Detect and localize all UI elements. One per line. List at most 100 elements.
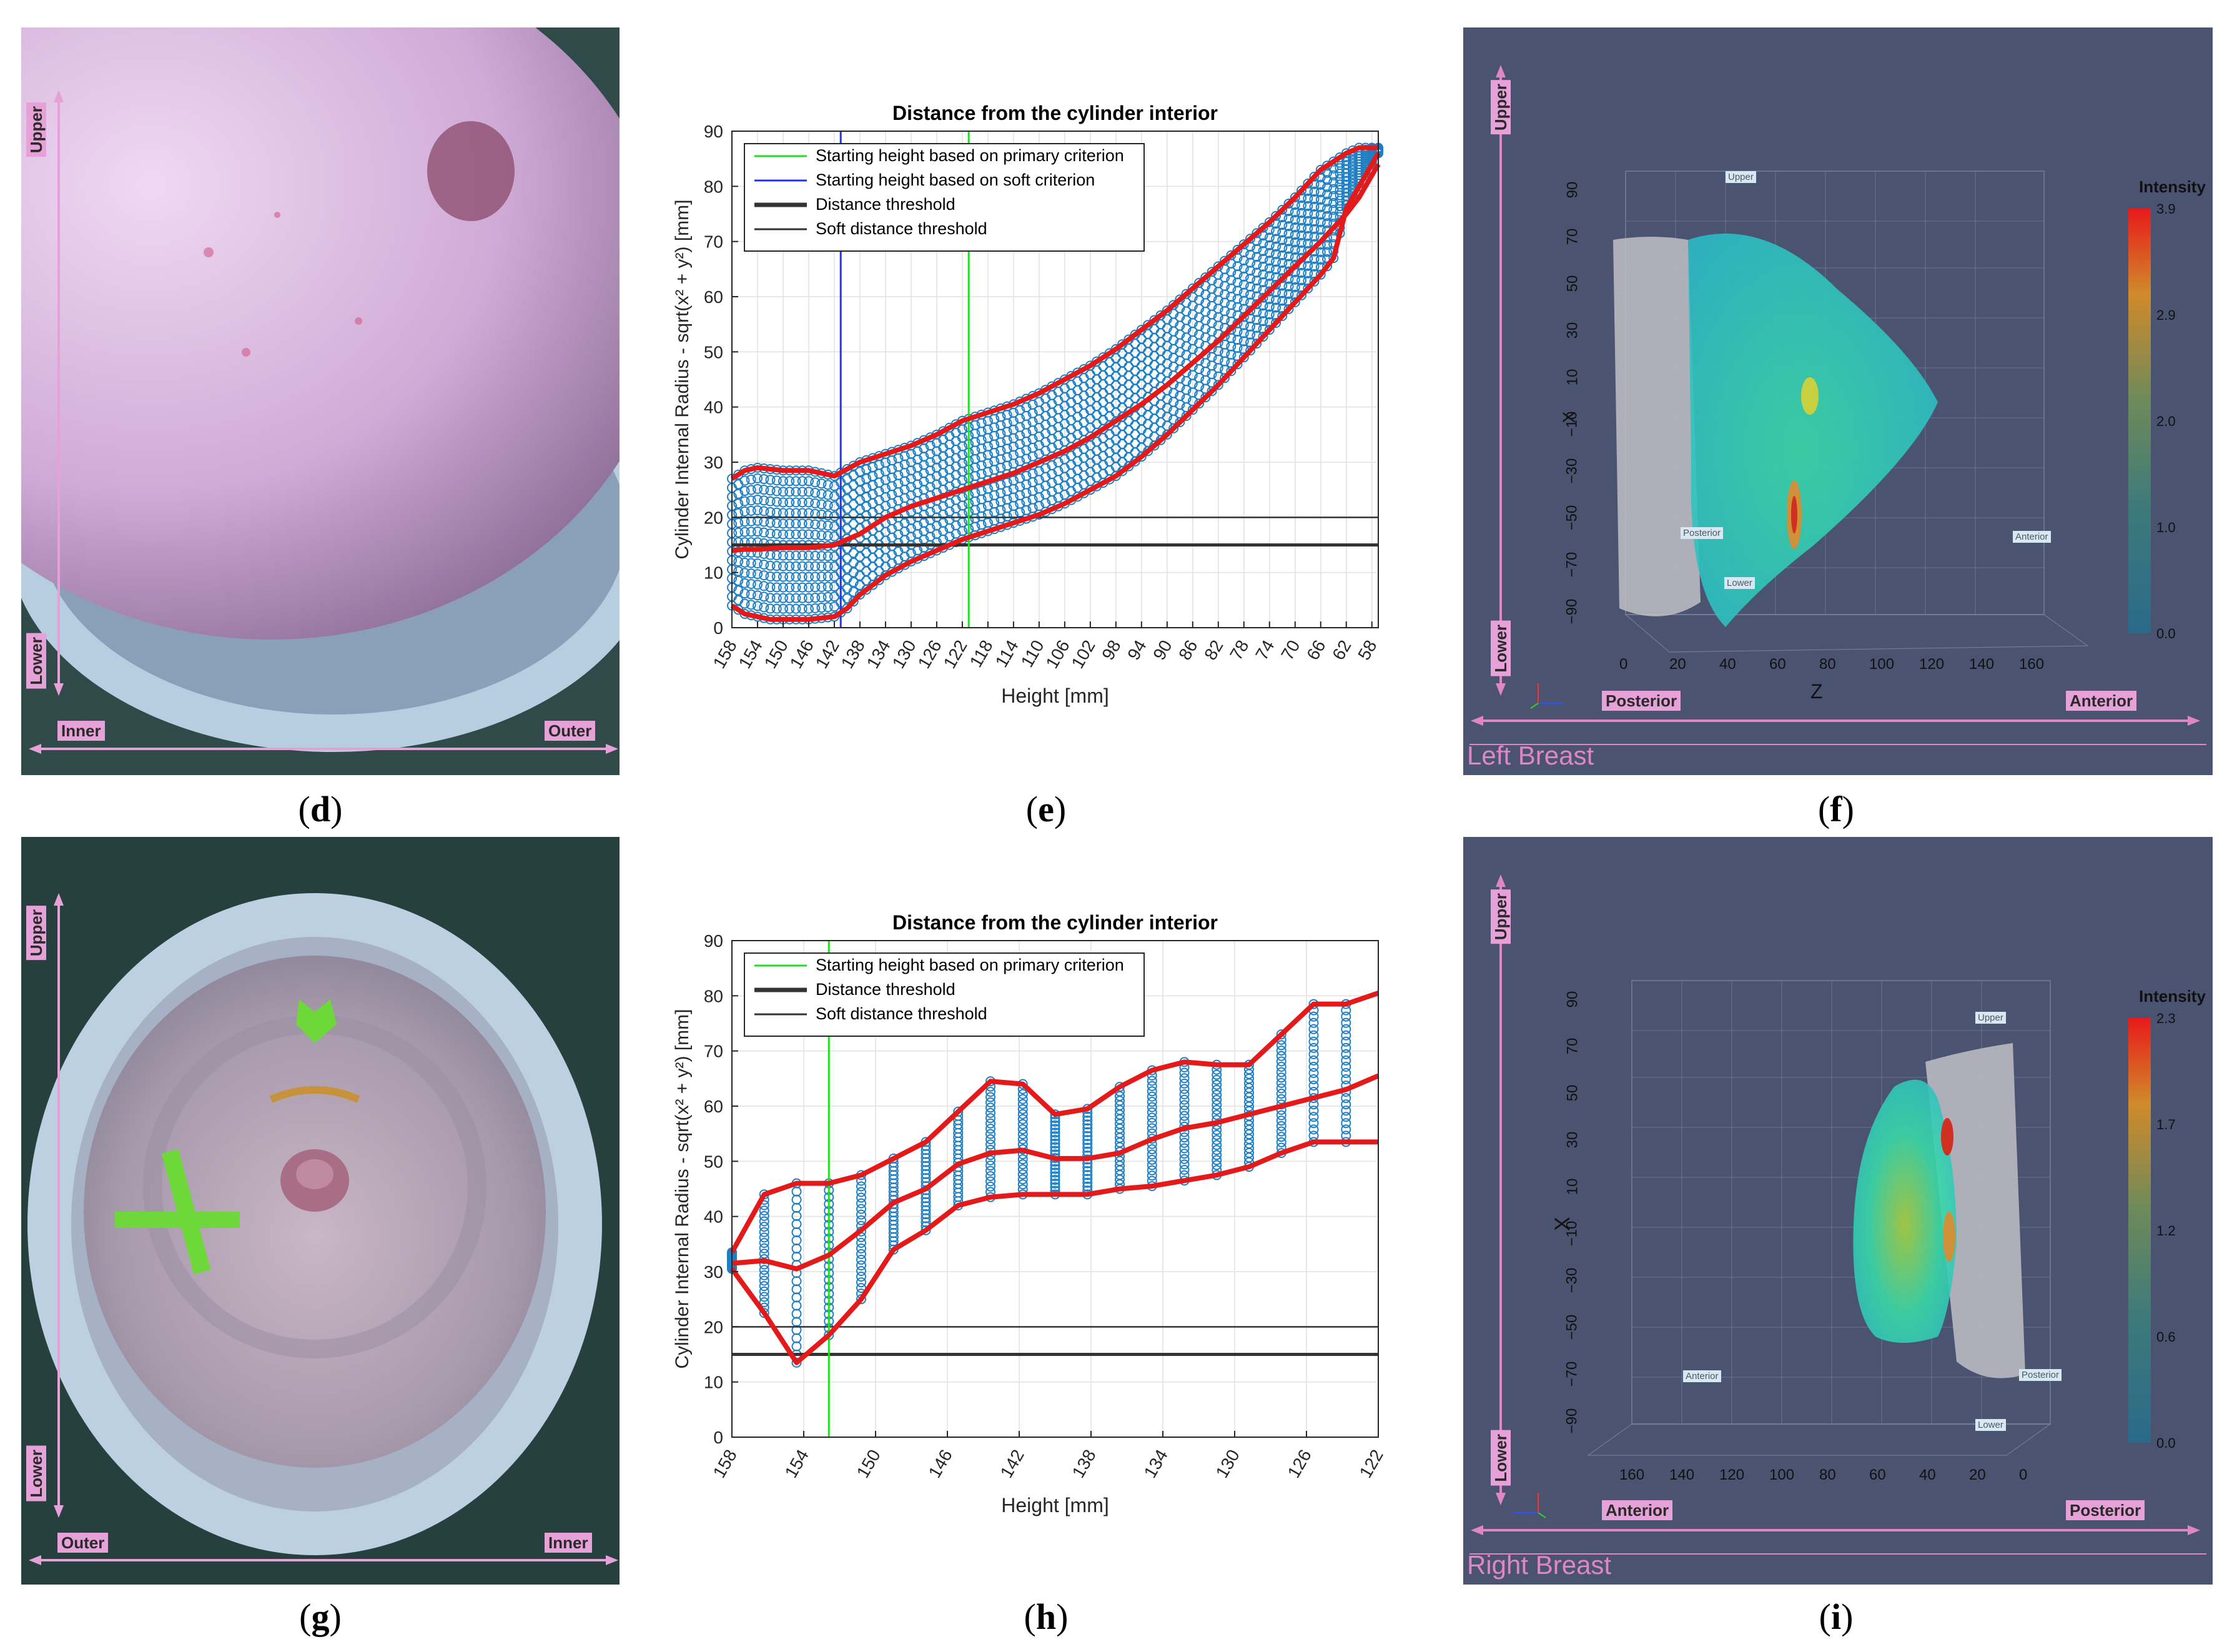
data-point: [739, 527, 750, 537]
data-point: [1303, 208, 1313, 219]
data-point: [842, 523, 852, 534]
data-point: [1322, 175, 1333, 185]
data-point: [1017, 1154, 1028, 1165]
data-point: [921, 1217, 931, 1227]
x-tick-label: 82: [1200, 637, 1227, 663]
data-point: [1341, 1036, 1351, 1047]
data-point: [1212, 1099, 1222, 1110]
colorbar-tick-label: 2.9: [2156, 307, 2176, 323]
data-point: [733, 498, 744, 509]
data-point: [1271, 241, 1281, 252]
data-point: [1296, 275, 1307, 285]
data-point: [816, 581, 827, 592]
data-point: [765, 485, 776, 496]
x-tick-label: −70: [1563, 551, 1581, 578]
data-point: [1252, 228, 1262, 239]
colorbar-tick-label: 1.2: [2156, 1223, 2176, 1239]
data-point: [1303, 283, 1313, 294]
data-point: [1245, 257, 1256, 268]
data-point: [784, 518, 795, 529]
data-point: [816, 488, 827, 499]
data-point: [1277, 220, 1288, 230]
data-point: [1276, 1061, 1286, 1072]
data-point: [1308, 1074, 1319, 1085]
data-point: [1212, 1145, 1222, 1155]
chart-title: Distance from the cylinder interior: [892, 911, 1218, 934]
data-point: [759, 1222, 769, 1232]
data-point: [1179, 1137, 1190, 1148]
data-point: [921, 1165, 931, 1175]
colorbar-tick-label: 0.0: [2156, 1435, 2176, 1451]
data-point: [1303, 193, 1313, 204]
x-tick-label: 138: [1069, 1447, 1100, 1481]
y-tick-label: 10: [704, 1373, 723, 1392]
data-point: [1315, 179, 1326, 190]
data-point: [1147, 1086, 1157, 1097]
data-point: [1017, 1104, 1028, 1114]
data-point: [822, 480, 833, 490]
caption-h: (h): [1024, 1596, 1069, 1637]
data-point: [1258, 316, 1268, 327]
data-point: [1245, 314, 1256, 324]
data-point: [1082, 1115, 1093, 1126]
data-point: [1238, 239, 1249, 250]
data-point: [1082, 1123, 1093, 1134]
data-point: [1238, 336, 1249, 347]
data-point: [1179, 1067, 1190, 1078]
data-point: [1187, 283, 1198, 294]
legend-label: Starting height based on primary criteri…: [816, 146, 1124, 165]
data-point: [1082, 1142, 1093, 1153]
data-point: [1277, 265, 1288, 276]
data-point: [1341, 184, 1351, 194]
data-point: [1277, 273, 1288, 284]
data-point: [1283, 251, 1294, 262]
data-point: [921, 1160, 931, 1171]
data-point: [1303, 260, 1313, 271]
data-point: [1276, 1077, 1286, 1088]
data-point: [1258, 332, 1268, 342]
z-tick-label: 120: [1919, 656, 1945, 673]
data-point: [1220, 255, 1230, 266]
data-point: [816, 551, 827, 561]
data-point: [854, 467, 865, 477]
in-tag-anterior: Anterior: [2013, 531, 2051, 543]
data-point: [1252, 299, 1262, 309]
data-point: [1082, 1174, 1093, 1184]
data-point: [1308, 1081, 1319, 1091]
data-point: [1309, 276, 1320, 287]
axes-box: [731, 940, 1379, 1438]
data-point: [1245, 345, 1256, 356]
data-point: [1322, 196, 1333, 207]
data-point: [746, 495, 756, 506]
x-tick-label: −50: [1563, 505, 1581, 531]
data-point: [803, 497, 814, 508]
data-point: [1341, 1061, 1351, 1072]
data-point: [797, 529, 807, 540]
data-point: [856, 1192, 866, 1203]
data-point: [759, 570, 769, 581]
x-tick-label: 118: [966, 637, 997, 671]
data-point: [1335, 185, 1345, 195]
data-point: [822, 520, 833, 531]
data-point: [759, 1238, 769, 1249]
data-point: [1276, 1137, 1286, 1147]
x-tick-label: 66: [1303, 637, 1329, 663]
data-point: [1276, 1126, 1286, 1137]
data-point: [1290, 207, 1300, 217]
data-point: [752, 569, 763, 580]
data-point: [1328, 177, 1339, 187]
in-tag-lower: Lower: [1975, 1419, 2006, 1431]
data-point: [1082, 1135, 1093, 1145]
data-point: [1341, 1042, 1351, 1053]
data-point: [759, 1243, 769, 1254]
z-tick-label: 160: [2019, 656, 2045, 673]
x-tick-label: 134: [1140, 1447, 1172, 1481]
data-point: [1238, 271, 1249, 282]
data-point: [1238, 295, 1249, 306]
data-point: [1179, 1159, 1190, 1170]
data-point: [1050, 1164, 1060, 1174]
data-point: [1341, 1124, 1351, 1135]
x-tick-label: 10: [1564, 1178, 1581, 1195]
data-point: [791, 582, 801, 593]
y-axis-label: Cylinder Internal Radius - sqrt(x² + y²)…: [672, 200, 693, 560]
